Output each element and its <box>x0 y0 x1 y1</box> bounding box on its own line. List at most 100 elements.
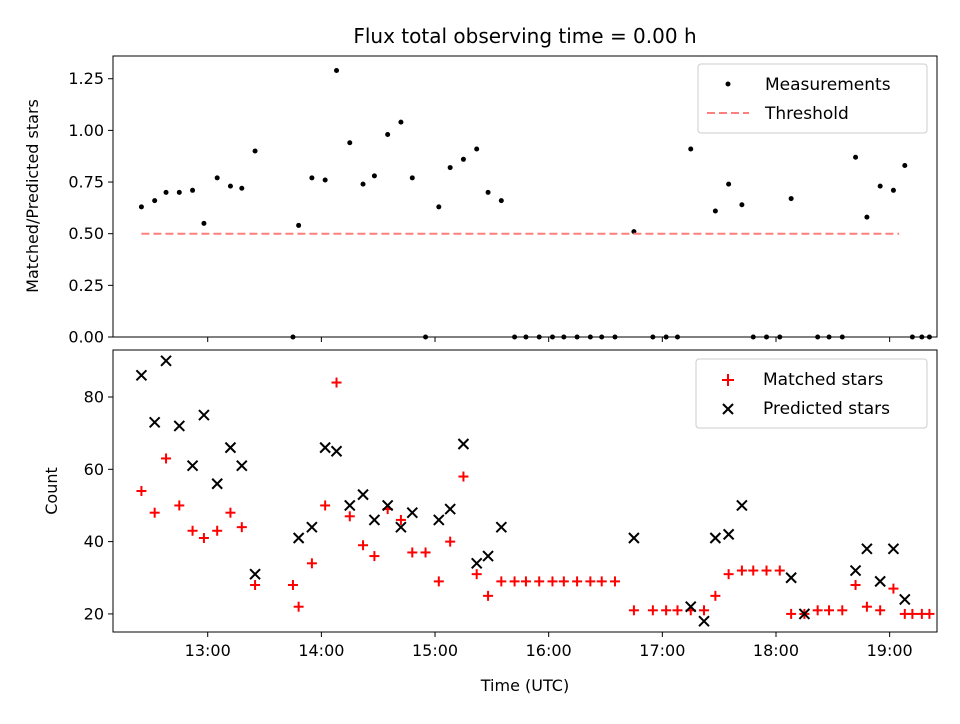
bottom-x-tick-label: 18:00 <box>753 641 799 660</box>
matched-stars-point <box>672 605 683 616</box>
matched-stars-point <box>445 536 456 547</box>
matched-stars-point <box>225 507 236 518</box>
predicted-stars-point <box>785 572 797 584</box>
predicted-stars-point <box>211 478 223 490</box>
predicted-stars-point <box>709 532 722 544</box>
measurement-point <box>227 183 233 189</box>
measurement-point <box>409 175 415 181</box>
legend-predicted-label: Predicted stars <box>763 399 890 419</box>
top-y-axis-label: Matched/Predicted stars <box>23 99 42 293</box>
predicted-stars-point <box>798 608 811 620</box>
predicted-stars-point <box>433 514 445 526</box>
bottom-x-tick-label: 17:00 <box>639 641 685 660</box>
matched-stars-point <box>786 608 797 619</box>
predicted-stars-point <box>495 521 508 533</box>
measurement-point <box>176 189 182 195</box>
predicted-stars-point <box>330 445 343 457</box>
predicted-stars-point <box>698 615 710 627</box>
matched-stars-point <box>187 525 198 536</box>
measurement-point <box>371 173 377 179</box>
legend-matched-marker <box>722 374 734 386</box>
matched-stars-point <box>647 605 658 616</box>
measurement-point <box>152 198 158 204</box>
matched-stars-point <box>420 547 431 558</box>
predicted-stars-point <box>173 420 186 432</box>
bottom-legend-box <box>695 358 928 429</box>
measurement-point <box>688 146 694 152</box>
top-chart-title: Flux total observing time = 0.00 h <box>353 24 696 48</box>
bottom-y-axis-label: Count <box>42 467 61 515</box>
matched-stars-point <box>748 565 759 576</box>
predicted-stars-point <box>198 409 210 421</box>
matched-stars-point <box>924 608 935 619</box>
measurement-point <box>252 148 258 154</box>
predicted-stars-point <box>628 532 640 544</box>
matched-stars-point <box>212 525 223 536</box>
matched-stars-point <box>458 471 469 482</box>
top-y-tick-label: 0.50 <box>68 224 104 243</box>
matched-stars-point <box>837 605 848 616</box>
predicted-stars-point <box>470 557 483 570</box>
predicted-stars-point <box>292 532 305 544</box>
matched-stars-point <box>174 500 185 511</box>
top-y-tick-label: 0.00 <box>68 328 104 347</box>
matched-stars-point <box>824 605 835 616</box>
measurement-point <box>436 204 442 210</box>
measurement-point <box>726 181 732 187</box>
matched-stars-point <box>236 522 247 533</box>
matched-stars-point <box>358 540 369 551</box>
top-legend-box <box>697 63 928 134</box>
bottom-y-tick-label: 20 <box>84 604 104 623</box>
predicted-stars-point <box>319 441 331 454</box>
predicted-stars-point <box>874 575 886 588</box>
bottom-y-axis: 20 40 60 80 <box>84 388 113 623</box>
top-y-tick-label: 0.75 <box>68 173 104 192</box>
matched-stars-point <box>861 601 872 612</box>
measurement-point <box>739 202 745 208</box>
measurement-point <box>309 175 315 181</box>
measurement-point <box>334 67 340 73</box>
measurement-point <box>322 177 328 183</box>
matched-stars-point <box>483 590 494 601</box>
measurement-point <box>385 132 391 138</box>
matched-stars-point <box>369 551 380 562</box>
measurement-point <box>296 222 302 228</box>
matched-stars-point <box>875 605 886 616</box>
matched-stars-point <box>572 576 583 587</box>
matched-stars-point <box>395 514 406 525</box>
top-legend: Measurements Threshold <box>697 63 928 134</box>
measurement-point <box>447 165 453 171</box>
matched-stars-point <box>149 507 160 518</box>
predicted-stars-point <box>457 438 470 450</box>
predicted-stars-point <box>685 600 697 613</box>
matched-stars-point <box>558 576 569 587</box>
measurement-point <box>460 156 466 162</box>
top-panel: 0.00 0.25 0.50 0.75 1.00 1.25 Matched/Predict… <box>23 55 938 347</box>
predicted-stars-point <box>722 528 735 541</box>
measurement-point <box>474 146 480 152</box>
matched-stars-point <box>293 601 304 612</box>
matched-stars-point <box>534 576 545 587</box>
top-x-axis <box>207 337 891 342</box>
matched-stars-point <box>609 576 620 587</box>
measurement-point <box>902 163 908 169</box>
measurement-point <box>239 185 245 191</box>
predicted-stars-point <box>395 521 407 533</box>
matched-stars-point <box>496 576 507 587</box>
measurement-point <box>398 119 404 125</box>
measurement-point <box>853 154 859 160</box>
predicted-stars-point <box>482 550 494 562</box>
matched-stars-point <box>907 608 918 619</box>
matched-stars-point <box>471 569 482 580</box>
predicted-stars-point <box>849 564 862 577</box>
matched-stars-point <box>628 605 639 616</box>
predicted-stars-point <box>406 506 418 519</box>
bottom-x-tick-label: 15:00 <box>412 641 458 660</box>
measurement-point <box>138 204 144 210</box>
predicted-stars-point <box>160 355 172 367</box>
matched-stars-point <box>198 533 209 543</box>
predicted-stars-point <box>224 441 237 454</box>
legend-threshold-label: Threshold <box>764 104 849 124</box>
